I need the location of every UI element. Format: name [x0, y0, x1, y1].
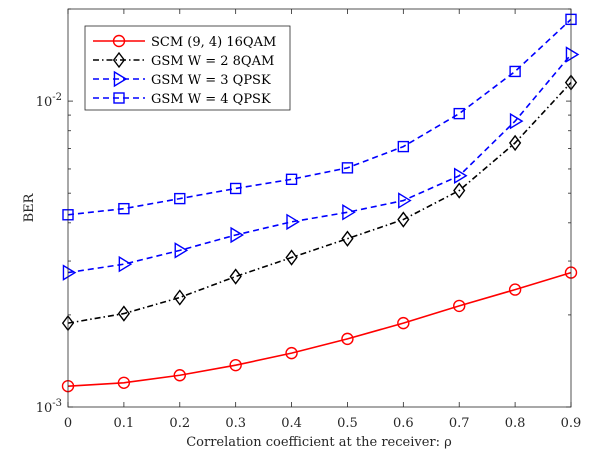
data-point	[117, 376, 131, 389]
x-tick-label: 0.4	[281, 416, 302, 431]
x-tick-label: 0.8	[505, 416, 526, 431]
legend-item: SCM (9, 4) 16QAM	[93, 34, 276, 50]
x-tick-label: 0	[64, 416, 72, 431]
data-point	[509, 65, 521, 78]
legend-item: GSM W = 2 8QAM	[93, 51, 274, 69]
data-point	[341, 332, 354, 346]
x-tick-label: 0.2	[169, 416, 190, 431]
legend: SCM (9, 4) 16QAM GSM W = 2 8QAM GSM W = 3 …	[84, 25, 291, 111]
series-2	[62, 46, 580, 281]
data-point	[453, 299, 466, 313]
series-line	[67, 18, 572, 216]
data-point	[397, 211, 410, 228]
series-line	[67, 271, 572, 387]
data-point	[509, 112, 524, 130]
y-tick-label: 10-3	[36, 398, 62, 416]
legend-item: GSM W = 4 QPSK	[93, 92, 271, 107]
data-point	[229, 268, 242, 285]
data-point	[118, 202, 130, 215]
x-tick-label: 0.7	[449, 416, 470, 431]
data-point	[341, 230, 354, 247]
legend-marker	[113, 92, 125, 104]
data-point	[453, 167, 468, 185]
data-point	[453, 182, 466, 199]
legend-marker	[112, 34, 126, 48]
data-point	[286, 213, 300, 231]
legend-label: SCM (9, 4) 16QAM	[151, 35, 276, 50]
legend-label: GSM W = 3 QPSK	[151, 73, 271, 88]
data-point	[508, 134, 522, 152]
x-tick-label: 0.9	[561, 416, 582, 431]
x-tick-label: 0.6	[393, 416, 414, 431]
legend-items: SCM (9, 4) 16QAM GSM W = 2 8QAM GSM W = 3 …	[93, 34, 276, 107]
data-point	[118, 255, 133, 273]
y-tick-base: 10	[36, 95, 53, 110]
legend-label: GSM W = 4 QPSK	[151, 92, 271, 107]
data-point	[173, 369, 186, 382]
legend-box	[84, 25, 291, 111]
data-point	[174, 192, 186, 205]
plot-frame	[67, 8, 572, 408]
series-line	[67, 53, 572, 274]
data-point	[285, 249, 298, 266]
data-point	[285, 346, 298, 360]
y-tick-exponent: -3	[52, 398, 62, 409]
legend-marker	[113, 70, 128, 88]
y-axis-label: BER	[22, 192, 37, 222]
data-point	[229, 358, 242, 372]
legend-marker	[112, 51, 126, 69]
data-point	[397, 140, 410, 153]
data-point	[174, 242, 189, 259]
data-point	[173, 289, 186, 306]
series-line	[67, 81, 572, 324]
y-tick-base: 10	[36, 401, 53, 416]
x-tick-label: 0.3	[225, 416, 246, 431]
data-point	[453, 107, 465, 120]
series-layer	[61, 13, 580, 393]
y-tick-labels: 10-310-2	[36, 92, 62, 416]
x-axis-label: Correlation coefficient at the receiver:…	[186, 435, 452, 450]
x-tick-labels: 0 0.1 0.2 0.3 0.4 0.5 0.6 0.7 0.8 0.9	[64, 416, 581, 431]
data-point	[62, 264, 77, 281]
x-tick-label: 0.1	[114, 416, 135, 431]
y-tick-exponent: -2	[52, 92, 62, 103]
data-point	[341, 162, 354, 174]
data-point	[397, 316, 410, 330]
data-point	[230, 226, 245, 244]
legend-item: GSM W = 3 QPSK	[93, 70, 271, 88]
data-point	[508, 283, 522, 296]
x-tick-label: 0.5	[337, 416, 358, 431]
data-point	[117, 305, 131, 322]
data-point	[565, 46, 580, 63]
y-tick-label: 10-2	[36, 92, 62, 110]
data-point	[285, 173, 298, 186]
data-point	[229, 182, 242, 195]
legend-label: GSM W = 2 8QAM	[151, 54, 274, 69]
data-point	[342, 204, 356, 221]
data-point	[398, 192, 412, 209]
